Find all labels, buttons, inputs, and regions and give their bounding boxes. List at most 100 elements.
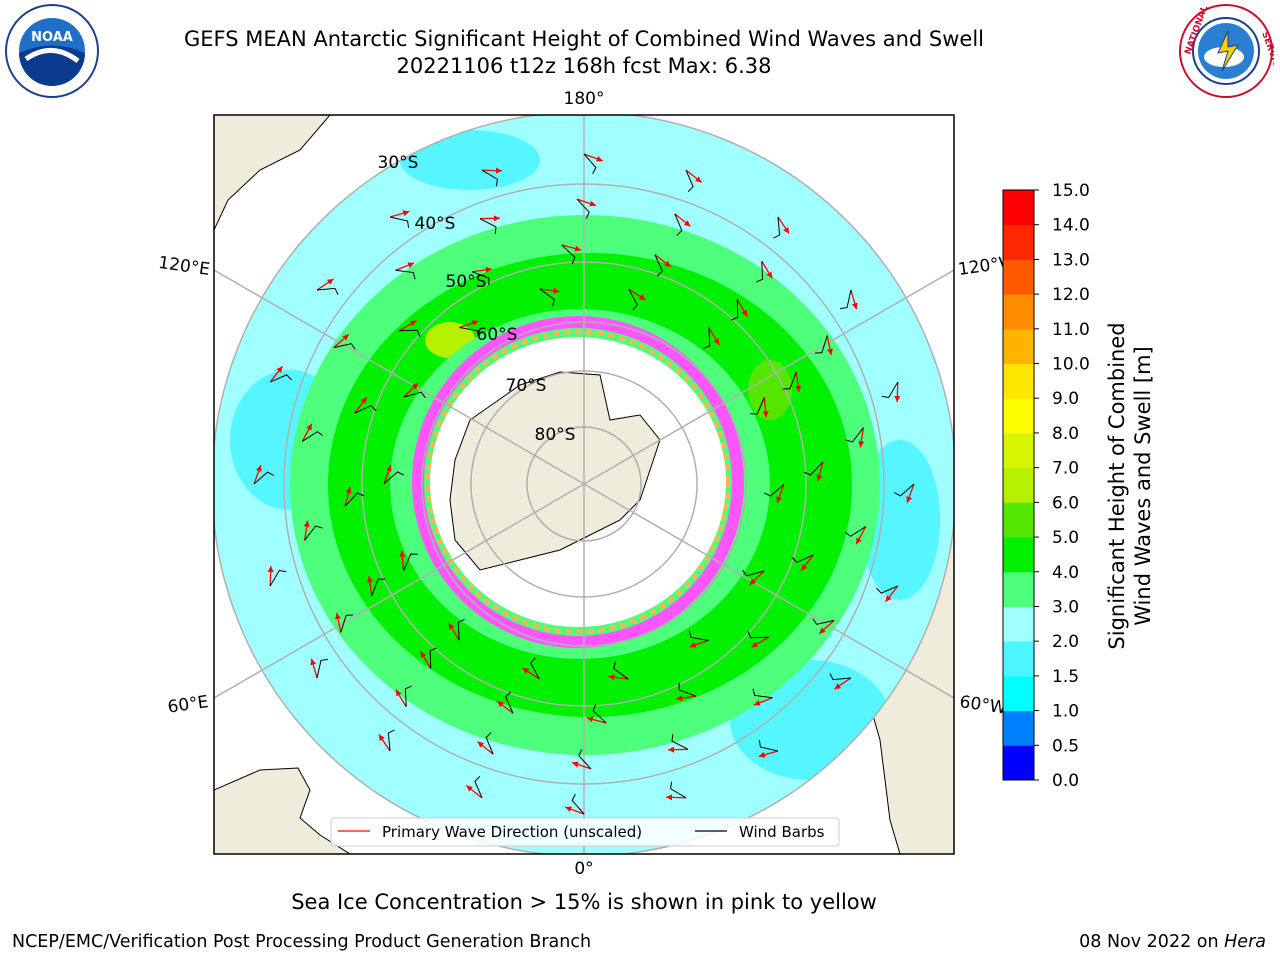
date-machine: Hera bbox=[1224, 932, 1266, 952]
wave-direction-arrowhead bbox=[493, 215, 500, 222]
colorbar-segment bbox=[1003, 363, 1034, 399]
wave-direction-arrowhead bbox=[713, 338, 720, 345]
wind-barb bbox=[840, 289, 852, 310]
wind-barb bbox=[539, 288, 555, 307]
wind-barb bbox=[703, 327, 711, 350]
wave-direction-arrowhead bbox=[751, 641, 759, 648]
colorbar: 0.0 0.5 1.0 1.5 2.0 3.0 4.0 5.0 6.0 7.0 8.0 9.0 10.0… bbox=[1002, 181, 1090, 791]
wind-barb bbox=[301, 431, 324, 442]
wind-barb bbox=[253, 471, 274, 485]
colorbar-tick-label: 9.0 bbox=[1052, 389, 1079, 409]
colorbar-tick-label: 1.0 bbox=[1052, 702, 1079, 722]
wind-barb bbox=[269, 569, 287, 587]
wind-barb bbox=[752, 688, 773, 699]
wave-direction-arrowhead bbox=[586, 716, 594, 723]
wave-direction-arrowhead bbox=[783, 226, 790, 234]
colorbar-tick-label: 0.5 bbox=[1052, 736, 1079, 756]
wind-barb bbox=[685, 169, 694, 192]
noaa-logo-text: NOAA bbox=[31, 30, 73, 45]
lat-label-60s: 60°S bbox=[477, 325, 518, 345]
wave-direction-arrowhead bbox=[326, 278, 334, 285]
wave-direction-arrowhead bbox=[574, 245, 582, 252]
wind-barb bbox=[474, 776, 483, 799]
wave-direction-arrowhead bbox=[497, 701, 504, 708]
wave-direction-arrowhead bbox=[378, 734, 385, 742]
wind-barb bbox=[592, 703, 607, 724]
wind-barb bbox=[678, 682, 697, 697]
wind-barb bbox=[773, 216, 781, 239]
credit-text: NCEP/EMC/Verification Post Processing Pr… bbox=[12, 932, 592, 952]
date-text: 08 Nov 2022 on Hera bbox=[1079, 932, 1266, 952]
colorbar-segment bbox=[1003, 398, 1034, 434]
wave-direction-arrowhead bbox=[399, 550, 406, 557]
wind-barb bbox=[457, 618, 465, 641]
wave-direction-arrowhead bbox=[409, 320, 417, 327]
wave-direction-arrowhead bbox=[683, 220, 691, 227]
lon-label-60e: 60°E bbox=[166, 692, 209, 717]
wave-direction-arrowhead bbox=[385, 464, 392, 472]
wind-barb bbox=[742, 569, 765, 577]
lon-label-180: 180° bbox=[564, 89, 605, 109]
wave-direction-arrowhead bbox=[485, 266, 492, 273]
colorbar-tick-label: 12.0 bbox=[1052, 285, 1090, 305]
wind-barb bbox=[654, 254, 663, 277]
wind-barb bbox=[791, 554, 814, 563]
lat-label-40s: 40°S bbox=[415, 214, 456, 234]
chart-subtitle: 20221106 t12z 168h fcst Max: 6.38 bbox=[396, 54, 772, 78]
wind-barb bbox=[340, 614, 354, 633]
wave-direction-arrowhead bbox=[827, 348, 833, 356]
wave-direction-arrowhead bbox=[495, 167, 503, 174]
wave-direction-arrowhead bbox=[407, 262, 415, 268]
wind-barb bbox=[576, 198, 590, 219]
noaa-logo: NOAA bbox=[5, 4, 99, 98]
wind-barb bbox=[505, 691, 514, 714]
wind-barb bbox=[371, 578, 386, 597]
wave-direction-arrowhead bbox=[801, 564, 808, 571]
wave-direction-arrowhead bbox=[342, 334, 349, 341]
map-frame bbox=[213, 114, 955, 855]
wind-barb bbox=[404, 685, 412, 707]
wind-barb bbox=[389, 216, 410, 228]
wave-direction-arrowhead bbox=[858, 441, 865, 448]
wind-barb bbox=[459, 326, 480, 338]
colorbar-tick-label: 13.0 bbox=[1052, 250, 1090, 270]
wind-barb bbox=[814, 335, 828, 354]
wave-direction-arrowhead bbox=[471, 320, 479, 326]
wind-barb bbox=[304, 525, 323, 541]
legend: Primary Wave Direction (unscaled) Wind B… bbox=[330, 817, 840, 847]
wind-barb bbox=[344, 492, 365, 507]
colorbar-segment bbox=[1003, 745, 1034, 781]
wind-barb bbox=[829, 673, 852, 681]
lat-label-80s: 80°S bbox=[535, 425, 576, 445]
map-panel bbox=[214, 115, 954, 854]
nws-logo: NATIONAL SERVICE bbox=[1179, 4, 1274, 98]
wave-direction-arrowhead bbox=[638, 294, 646, 300]
wind-barb bbox=[383, 471, 404, 485]
colorbar-label: Significant Height of Combined Wind Wave… bbox=[1105, 322, 1155, 649]
australia-land bbox=[214, 115, 331, 231]
sea-ice-caption: Sea Ice Concentration > 15% is shown in … bbox=[291, 890, 877, 914]
wave-direction-arrowhead bbox=[466, 785, 473, 792]
wave-direction-arrowhead bbox=[762, 411, 769, 418]
wave-direction-arrowhead bbox=[310, 658, 317, 666]
colorbar-segment bbox=[1003, 259, 1034, 295]
wave-direction-arrowhead bbox=[572, 761, 579, 768]
wave-direction-arrowhead bbox=[695, 176, 702, 183]
colorbar-segment bbox=[1003, 432, 1034, 469]
wind-barb bbox=[399, 329, 421, 337]
wave-direction-arrowhead bbox=[665, 794, 673, 801]
colorbar-segment bbox=[1003, 571, 1034, 607]
wave-direction-arrowhead bbox=[766, 271, 773, 279]
wind-barb bbox=[578, 749, 592, 770]
wind-barb bbox=[731, 299, 739, 321]
wind-barb bbox=[747, 631, 769, 639]
wind-barb bbox=[758, 740, 779, 752]
colorbar-tick-label: 2.0 bbox=[1052, 632, 1079, 652]
wind-barb bbox=[316, 287, 339, 295]
wave-direction-arrowhead bbox=[776, 496, 783, 504]
colorbar-tick-label: 11.0 bbox=[1052, 320, 1090, 340]
lat-label-70s: 70°S bbox=[506, 376, 547, 396]
wind-barb bbox=[571, 794, 585, 815]
wave-direction-arrowhead bbox=[335, 612, 341, 620]
